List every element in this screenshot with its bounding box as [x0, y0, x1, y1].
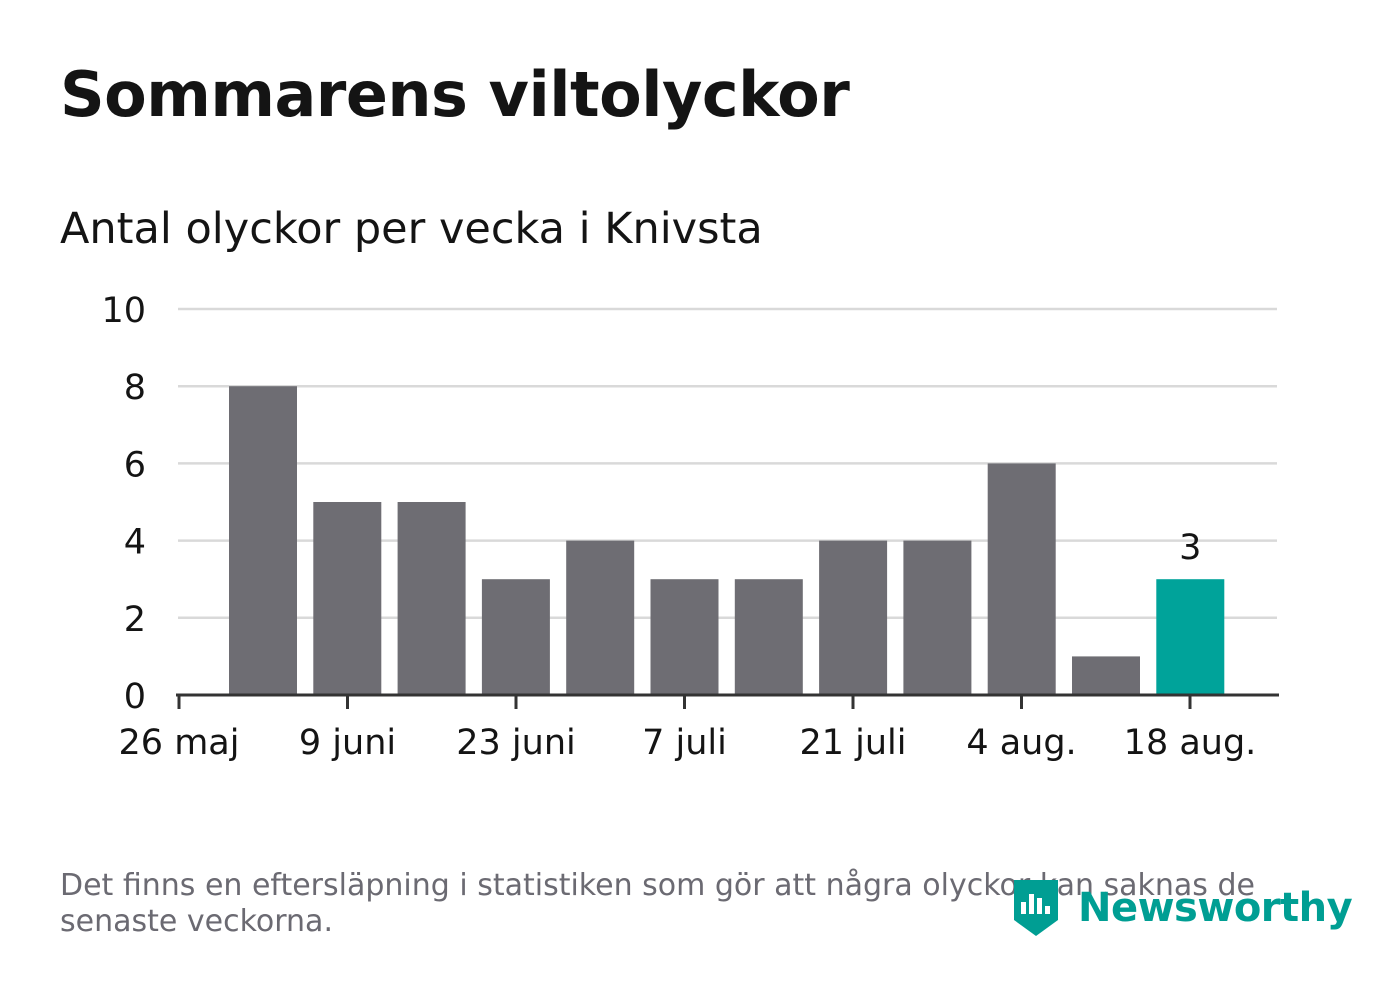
x-tick-label: 18 aug.	[1124, 723, 1257, 763]
bar	[313, 502, 382, 695]
bar	[819, 540, 888, 695]
x-tick-label: 26 maj	[119, 723, 240, 763]
data-label: 3	[1179, 528, 1201, 568]
bar	[903, 540, 972, 695]
y-tick-label: 2	[124, 600, 146, 640]
logo-text: Newsworthy	[1078, 885, 1353, 931]
y-axis-tick-labels: 0 2 4 6 8 10	[101, 291, 146, 717]
x-axis	[176, 693, 1279, 709]
y-tick-label: 6	[124, 445, 146, 485]
bar-highlighted	[1156, 579, 1225, 695]
x-tick-label: 21 juli	[799, 723, 906, 763]
bar	[650, 579, 719, 695]
newsworthy-logo: Newsworthy	[1010, 876, 1353, 940]
bar	[1072, 656, 1140, 695]
y-tick-label: 10	[101, 291, 146, 331]
chart-subtitle: Antal olyckor per vecka i Knivsta	[60, 204, 763, 254]
y-tick-label: 0	[124, 677, 146, 717]
chart-title: Sommarens viltolyckor	[60, 58, 850, 131]
x-tick-label: 4 aug.	[966, 723, 1076, 763]
x-tick-label: 23 juni	[456, 723, 575, 763]
y-tick-label: 8	[124, 368, 146, 408]
bars	[229, 386, 1225, 695]
bar	[397, 502, 466, 695]
x-tick-label: 7 juli	[642, 723, 727, 763]
y-tick-label: 4	[124, 523, 146, 563]
bar	[734, 579, 803, 695]
bar	[566, 540, 635, 695]
bar	[229, 386, 297, 695]
data-labels: 3	[1179, 528, 1201, 568]
x-axis-tick-labels: 26 maj 9 juni 23 juni 7 juli 21 juli 4 aug. 18…	[119, 723, 1257, 763]
x-tick-label: 9 juni	[299, 723, 396, 763]
newsworthy-logo-icon	[1014, 880, 1058, 936]
bar	[481, 579, 550, 695]
bar	[987, 463, 1056, 695]
